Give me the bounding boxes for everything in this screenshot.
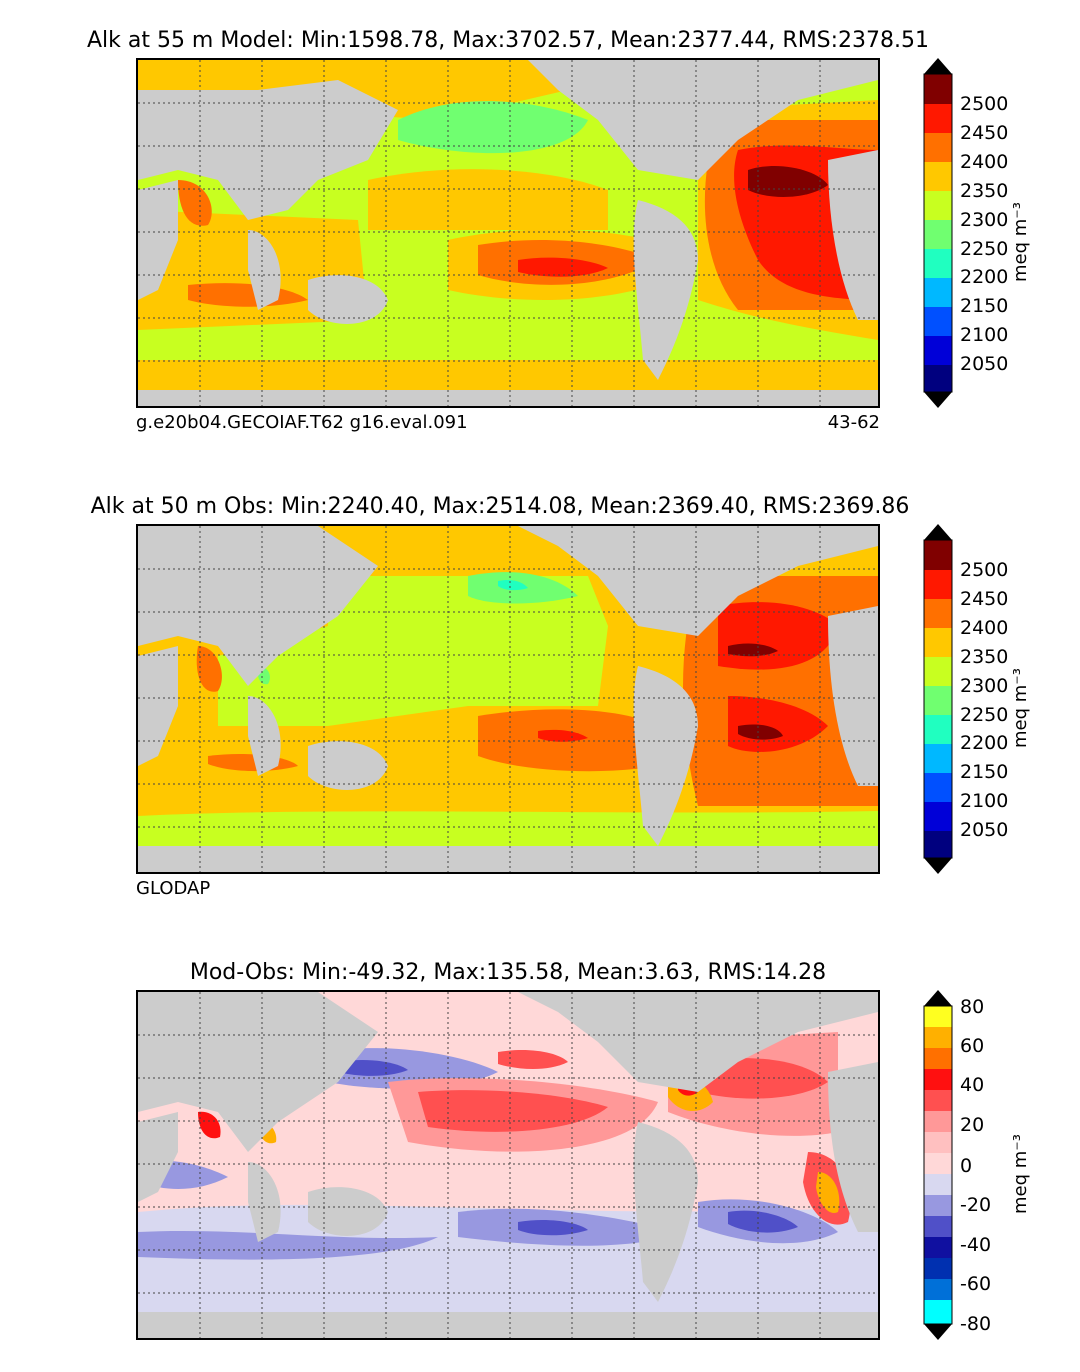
colorbar-tick: 2200 <box>960 266 1009 288</box>
colorbar-tick: 2100 <box>960 790 1009 812</box>
source-label: g.e20b04.GECOIAF.T62 g16.eval.091 <box>136 412 468 433</box>
panel-title: Mod-Obs: Min:-49.32, Max:135.58, Mean:3.… <box>189 960 827 985</box>
colorbar-tick: 2100 <box>960 324 1009 346</box>
colorbar-tick: 2200 <box>960 732 1009 754</box>
colorbar-unit: meq m⁻³ <box>1010 667 1031 748</box>
colorbar-tick: 2300 <box>960 675 1009 697</box>
colorbar-tick: 0 <box>960 1155 973 1177</box>
colorbar-tick: 60 <box>960 1035 985 1057</box>
colorbar-tick: 2050 <box>960 353 1009 375</box>
colorbar-tick: -80 <box>960 1313 992 1335</box>
colorbar-tick: 2300 <box>960 209 1009 231</box>
colorbar-tick: -40 <box>960 1234 992 1256</box>
colorbar-tick: 2150 <box>960 761 1009 783</box>
colorbar <box>923 58 953 408</box>
colorbar-tick: 2450 <box>960 588 1009 610</box>
colorbar-tick: 2450 <box>960 122 1009 144</box>
map-obs <box>136 524 880 874</box>
colorbar-tick: 2400 <box>960 617 1009 639</box>
colorbar <box>923 524 953 874</box>
map-model <box>136 58 880 408</box>
colorbar-tick: 2350 <box>960 646 1009 668</box>
colorbar-unit: meq m⁻³ <box>1010 201 1031 282</box>
colorbar-tick: 20 <box>960 1114 985 1136</box>
colorbar-tick: 2350 <box>960 180 1009 202</box>
period-label: 43-62 <box>827 412 880 433</box>
colorbar-unit: meq m⁻³ <box>1010 1133 1031 1214</box>
map-diff <box>136 990 880 1340</box>
colorbar-tick: -20 <box>960 1194 992 1216</box>
colorbar-tick: 2500 <box>960 559 1009 581</box>
colorbar-tick: 40 <box>960 1074 985 1096</box>
panel-title: Alk at 55 m Model: Min:1598.78, Max:3702… <box>86 28 930 53</box>
panel-title: Alk at 50 m Obs: Min:2240.40, Max:2514.0… <box>90 494 910 519</box>
colorbar-tick: 2250 <box>960 238 1009 260</box>
colorbar-tick: 2500 <box>960 93 1009 115</box>
colorbar-tick: -60 <box>960 1273 992 1295</box>
colorbar-tick: 2150 <box>960 295 1009 317</box>
colorbar-tick: 2400 <box>960 151 1009 173</box>
colorbar-tick: 80 <box>960 996 985 1018</box>
source-label: GLODAP <box>136 878 211 899</box>
colorbar-tick: 2050 <box>960 819 1009 841</box>
colorbar <box>923 990 953 1340</box>
colorbar-tick: 2250 <box>960 704 1009 726</box>
